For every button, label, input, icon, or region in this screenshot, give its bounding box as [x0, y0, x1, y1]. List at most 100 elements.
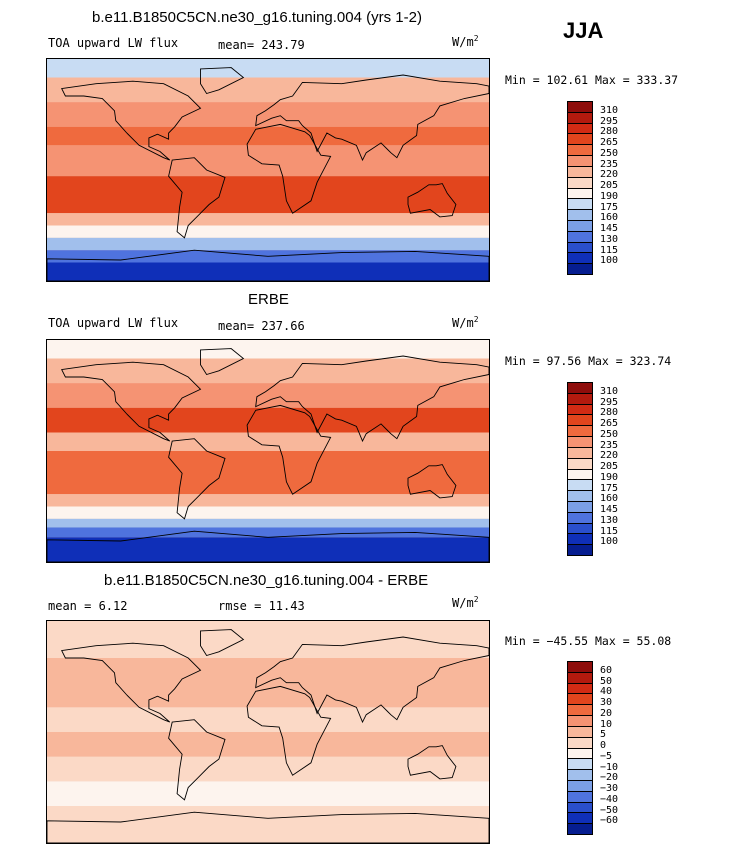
panel3-minmax: Min = −45.55 Max = 55.08	[505, 634, 672, 648]
colorbar-tick-label: 145	[600, 504, 619, 515]
panel3-title: b.e11.B1850C5CN.ne30_g16.tuning.004 - ER…	[104, 572, 429, 589]
colorbar-tick-label: −30	[600, 783, 619, 794]
colorbar-tick-label: 60	[600, 664, 613, 676]
colorbar-swatch	[568, 672, 592, 684]
colorbar-tick-label: 30	[600, 697, 613, 708]
colorbar-swatch	[568, 469, 592, 481]
colorbar-swatch	[568, 383, 592, 394]
colorbar-swatch	[568, 523, 592, 535]
map-band	[47, 340, 489, 359]
colorbar-swatch	[568, 404, 592, 416]
colorbar-swatch	[568, 726, 592, 738]
colorbar-swatch	[568, 393, 592, 405]
coastline	[255, 355, 489, 443]
colorbar-tick-label: −20	[600, 772, 619, 784]
colorbar-tick-label: 220	[600, 450, 619, 462]
colorbar-swatch	[568, 534, 592, 546]
colorbar-tick-label: 295	[600, 115, 619, 127]
map-band	[47, 806, 489, 843]
colorbar-swatch	[568, 748, 592, 760]
colorbar-swatch	[568, 415, 592, 427]
coastline	[200, 67, 245, 95]
colorbar-swatch	[568, 447, 592, 459]
map-band	[47, 621, 489, 658]
map-band	[47, 527, 489, 538]
colorbar-swatch	[568, 231, 592, 243]
map-band	[47, 225, 489, 238]
coastline	[168, 438, 226, 520]
panel1-colorbar-labels: 310 295 280 265 250 235 220 205 190 175 160 145 130 1…	[600, 101, 640, 273]
colorbar-tick-label: −50	[600, 804, 619, 816]
panel2-colorbar-labels: 310 295 280 265 250 235 220 205 190 175 160 145 130 1…	[600, 382, 640, 554]
colorbar-swatch	[568, 123, 592, 135]
map-band	[47, 59, 489, 78]
colorbar-swatch	[568, 780, 592, 792]
panel1-mean: mean= 243.79	[218, 38, 305, 52]
map-band	[47, 707, 489, 732]
colorbar-tick-label: 235	[600, 439, 619, 451]
colorbar-swatch	[568, 512, 592, 524]
panel3-map-svg	[47, 621, 489, 843]
colorbar-tick-label: 175	[600, 201, 619, 213]
coastline	[246, 685, 332, 776]
panel3-colorbar	[567, 661, 593, 835]
colorbar-tick-label: 20	[600, 707, 613, 719]
panel1-map	[46, 58, 490, 282]
map-band	[47, 102, 489, 127]
coastline	[47, 530, 489, 562]
panel2-map	[46, 339, 490, 563]
colorbar-tick-label: −5	[600, 750, 613, 762]
map-band	[47, 658, 489, 708]
colorbar-tick-label: 50	[600, 675, 613, 687]
map-band	[47, 358, 489, 384]
map-band	[47, 126, 489, 146]
colorbar-tick-label: 220	[600, 169, 619, 181]
colorbar-swatch	[568, 253, 592, 265]
colorbar-swatch	[568, 156, 592, 167]
map-band	[47, 506, 489, 519]
colorbar-tick-label: 115	[600, 244, 619, 256]
map-band	[47, 237, 489, 251]
colorbar-swatch	[568, 437, 592, 448]
map-band	[47, 732, 489, 757]
colorbar-tick-label: 5	[600, 729, 607, 741]
panel2-minmax: Min = 97.56 Max = 323.74	[505, 354, 672, 368]
coastline	[246, 404, 332, 495]
colorbar-swatch	[568, 716, 592, 727]
colorbar-swatch	[568, 759, 592, 771]
colorbar-swatch	[568, 242, 592, 254]
colorbar-tick-label: 190	[600, 190, 619, 202]
colorbar-tick-label: 235	[600, 158, 619, 170]
colorbar-swatch	[568, 683, 592, 695]
coastline	[47, 811, 489, 843]
colorbar-tick-label: 295	[600, 396, 619, 408]
panel1-map-svg	[47, 59, 489, 281]
colorbar-swatch	[568, 220, 592, 232]
coastline	[61, 361, 202, 442]
colorbar-swatch	[568, 188, 592, 200]
map-band	[47, 77, 489, 103]
colorbar-tick-label: 160	[600, 212, 619, 224]
colorbar-tick-label: 280	[600, 407, 619, 419]
colorbar-swatch	[568, 791, 592, 803]
colorbar-tick-label: 190	[600, 471, 619, 483]
colorbar-swatch	[568, 199, 592, 211]
colorbar-tick-label: 100	[600, 536, 619, 548]
map-band	[47, 451, 489, 495]
map-band	[47, 518, 489, 528]
colorbar-tick-label: 0	[600, 740, 607, 751]
panel3-colorbar-labels: 60 50 40 30 20 10 5 0 −5 −10 −20 −30 −40 −50 −60	[600, 661, 640, 833]
colorbar-swatch	[568, 134, 592, 146]
panel1-variable: TOA upward LW flux	[48, 36, 179, 50]
panel1-units: W/m2	[452, 34, 479, 49]
colorbar-tick-label: 310	[600, 104, 619, 116]
coastline	[61, 642, 202, 723]
colorbar-tick-label: 160	[600, 493, 619, 505]
colorbar-swatch	[568, 662, 592, 673]
colorbar-tick-label: 40	[600, 686, 613, 698]
colorbar-swatch	[568, 426, 592, 438]
colorbar-swatch	[568, 145, 592, 157]
map-band	[47, 383, 489, 408]
colorbar-swatch	[568, 737, 592, 749]
colorbar-swatch	[568, 824, 592, 834]
